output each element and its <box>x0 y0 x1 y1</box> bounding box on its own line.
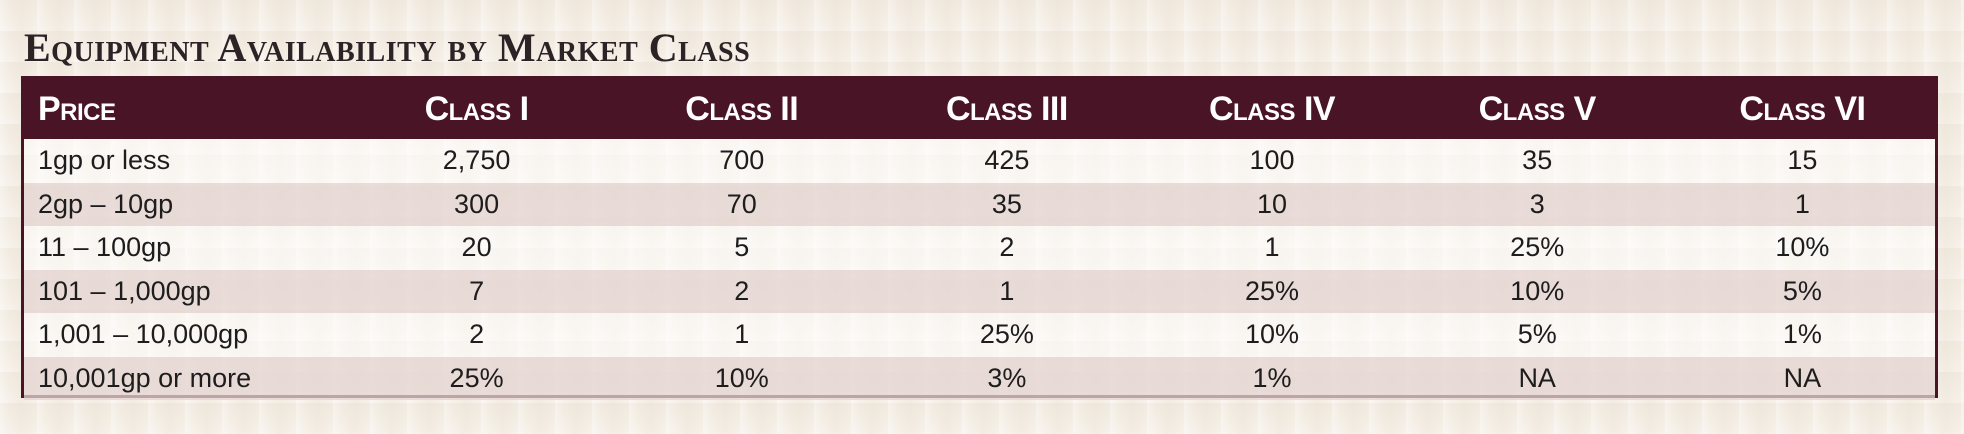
table-cell: 15 <box>1787 145 1818 176</box>
table-cell: 1% <box>1252 362 1292 393</box>
table-cell: 3 <box>1529 188 1545 219</box>
table-cell: NA <box>1518 362 1556 393</box>
table-cell: 300 <box>454 188 500 219</box>
table-cell: 25% <box>1510 232 1565 263</box>
table-cell: 5 <box>734 232 750 263</box>
table-cell: 1 <box>1264 232 1280 263</box>
table-cell: 25% <box>1245 275 1300 306</box>
table-header-row: Price Class I Class II Class III Class I… <box>24 79 1935 139</box>
price-cell: 11 – 100gp <box>38 232 172 263</box>
table-cell: 10% <box>1245 319 1300 350</box>
table-cell: 10% <box>1775 232 1830 263</box>
column-header-price: Price <box>38 89 116 128</box>
table-cell: 700 <box>719 145 765 176</box>
table-row: 11 – 100gp 20 5 2 1 25% 10% <box>24 226 1935 270</box>
table-row: 1gp or less 2,750 700 425 100 35 15 <box>24 139 1935 183</box>
column-header-class-6: Class VI <box>1739 89 1866 128</box>
page-title: Equipment Availability by Market Class <box>24 25 751 70</box>
table-row: 10,001gp or more 25% 10% 3% 1% NA NA <box>24 356 1935 400</box>
table-cell: 1 <box>1794 188 1810 219</box>
table-cell: 20 <box>461 232 492 263</box>
column-header-class-4: Class IV <box>1208 89 1336 128</box>
column-header-class-3: Class III <box>945 89 1068 128</box>
table-cell: 100 <box>1249 145 1295 176</box>
table-cell: 25% <box>449 362 504 393</box>
availability-table-frame: Price Class I Class II Class III Class I… <box>21 76 1938 400</box>
table-cell: 1 <box>734 319 750 350</box>
table-cell: 5% <box>1517 319 1557 350</box>
table-cell: 1% <box>1782 319 1822 350</box>
table-cell: 10 <box>1257 188 1288 219</box>
table-cell: 2 <box>999 232 1015 263</box>
price-cell: 1,001 – 10,000gp <box>38 319 249 350</box>
table-cell: 3% <box>987 362 1027 393</box>
column-header-class-2: Class II <box>685 89 799 128</box>
table-row: 2gp – 10gp 300 70 35 10 3 1 <box>24 182 1935 226</box>
price-cell: 10,001gp or more <box>38 362 252 393</box>
table-row: 1,001 – 10,000gp 2 1 25% 10% 5% 1% <box>24 313 1935 357</box>
table-cell: 425 <box>984 145 1030 176</box>
table-cell: 35 <box>1522 145 1553 176</box>
table-cell: 35 <box>991 188 1022 219</box>
table-cell: 70 <box>726 188 757 219</box>
price-cell: 1gp or less <box>38 145 171 176</box>
table-cell: 2 <box>469 319 485 350</box>
column-header-class-5: Class V <box>1478 89 1597 128</box>
table-cell: 10% <box>1510 275 1565 306</box>
price-cell: 101 – 1,000gp <box>38 275 211 306</box>
column-header-class-1: Class I <box>424 89 529 128</box>
table-cell: 2 <box>734 275 750 306</box>
table-cell: 25% <box>979 319 1034 350</box>
price-cell: 2gp – 10gp <box>38 188 174 219</box>
table-cell: NA <box>1783 362 1822 393</box>
table-cell: 10% <box>714 362 769 393</box>
table-row: 101 – 1,000gp 7 2 1 25% 10% 5% <box>24 269 1935 313</box>
availability-table: Price Class I Class II Class III Class I… <box>24 79 1935 400</box>
table-cell: 1 <box>999 275 1015 306</box>
table-cell: 5% <box>1782 275 1822 306</box>
table-cell: 7 <box>469 275 485 306</box>
table-cell: 2,750 <box>442 145 511 176</box>
